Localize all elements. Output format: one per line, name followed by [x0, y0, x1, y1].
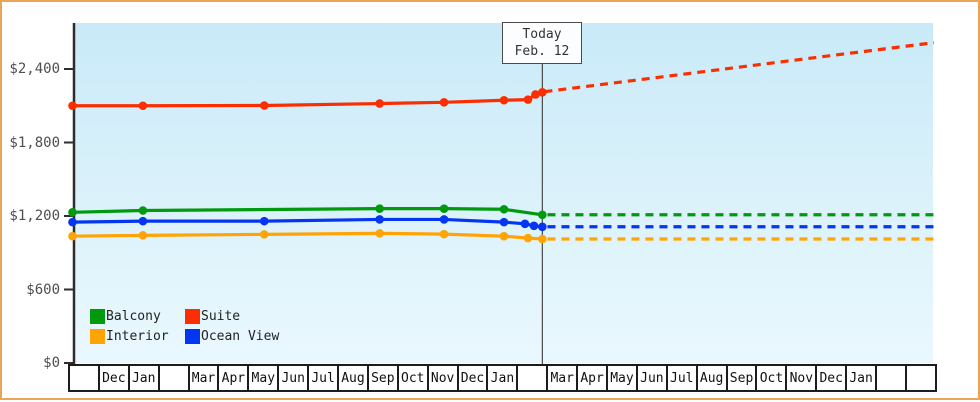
x-axis-month-cell-empty: [160, 366, 190, 390]
data-point-ocean-view: [138, 216, 148, 226]
data-point-ocean-view: [520, 219, 530, 229]
x-axis-month-cell-oct: Oct: [757, 366, 788, 390]
data-point-suite: [439, 98, 449, 107]
x-axis-month-cell-jan: Jan: [130, 366, 160, 390]
x-axis-month-cell-jan: Jan: [488, 366, 519, 390]
x-axis-month-cell-may: May: [608, 366, 638, 390]
x-axis-month-cell-oct: Oct: [399, 366, 429, 390]
x-axis-month-cell-aug: Aug: [339, 366, 369, 390]
x-axis-month-cell-empty: [907, 366, 935, 390]
data-point-suite: [138, 101, 148, 111]
today-marker-box: Today Feb. 12: [502, 22, 582, 64]
x-axis-month-cell-jan: Jan: [847, 366, 878, 390]
x-axis-month-cell-dec: Dec: [817, 366, 848, 390]
legend-item-suite: Suite: [185, 308, 279, 324]
data-point-ocean-view: [259, 216, 269, 226]
x-axis-month-cell-apr: Apr: [578, 366, 609, 390]
legend-swatch-icon: [90, 308, 105, 324]
x-axis-month-cell-apr: Apr: [219, 366, 250, 390]
x-axis-month-cell-empty: [518, 366, 549, 390]
y-axis-label: $1,200: [9, 208, 60, 224]
data-point-suite: [68, 101, 77, 111]
today-label: Today: [522, 27, 562, 42]
data-point-interior: [538, 234, 547, 244]
data-point-balcony: [68, 208, 77, 217]
x-axis-month-cell-aug: Aug: [698, 366, 728, 390]
x-axis-month-cell-nov: Nov: [787, 366, 818, 390]
data-point-ocean-view: [499, 217, 509, 227]
data-point-balcony: [138, 206, 148, 215]
data-point-interior: [259, 230, 269, 239]
legend-item-interior: Interior: [90, 328, 185, 344]
legend-item-ocean-view: Ocean View: [185, 328, 279, 344]
data-point-ocean-view: [439, 215, 449, 224]
legend-swatch-icon: [185, 328, 200, 344]
y-axis-label: $600: [26, 281, 60, 298]
data-point-suite: [538, 87, 547, 97]
x-axis-month-cell-dec: Dec: [459, 366, 489, 390]
data-point-balcony: [439, 204, 449, 213]
data-point-ocean-view: [68, 217, 77, 227]
legend-swatch-icon: [90, 328, 105, 344]
data-point-interior: [439, 229, 449, 239]
x-axis-month-cell-sep: Sep: [728, 366, 758, 390]
x-axis-month-cell-jul: Jul: [309, 366, 340, 390]
legend-label: Ocean View: [201, 328, 280, 344]
x-axis-month-cell-dec: Dec: [100, 366, 130, 390]
plot-area: [75, 23, 933, 363]
x-axis-month-cell-jun: Jun: [638, 366, 668, 390]
data-point-suite: [375, 99, 384, 108]
data-point-ocean-view: [375, 215, 384, 224]
data-point-suite: [499, 95, 509, 105]
data-point-interior: [138, 231, 148, 240]
data-point-balcony: [538, 210, 547, 220]
legend-label: Suite: [201, 308, 241, 324]
data-point-ocean-view: [538, 222, 547, 232]
data-point-suite: [531, 90, 540, 99]
y-axis-label: $1,800: [9, 134, 60, 151]
series-projection-suite: [544, 41, 935, 94]
data-point-balcony: [499, 204, 509, 214]
data-point-balcony: [375, 204, 384, 213]
data-point-interior: [68, 231, 77, 241]
y-axis: $0 $600 $1,200 $1,800 $2,400: [2, 2, 64, 402]
x-axis-month-cell-nov: Nov: [429, 366, 459, 390]
legend: Balcony Suite Interior Ocean View: [90, 308, 279, 344]
data-point-interior: [375, 229, 384, 238]
legend-item-balcony: Balcony: [90, 308, 185, 324]
data-point-interior: [523, 233, 533, 243]
today-date: Feb. 12: [514, 44, 570, 59]
legend-label: Interior: [106, 328, 169, 344]
x-axis-month-cell-empty: [70, 366, 100, 390]
x-axis-month-cell-jul: Jul: [668, 366, 698, 390]
x-axis-month-cell-mar: Mar: [190, 366, 220, 390]
x-axis-month-cell-mar: Mar: [548, 366, 579, 390]
x-axis-month-cell-jun: Jun: [279, 366, 310, 390]
x-axis-month-cell-empty: [877, 366, 907, 390]
x-axis-month-row: Dec Jan Mar Apr May Jun Jul Aug Sep Oct Nov Dec Jan M…: [68, 364, 937, 392]
x-axis-month-cell-may: May: [249, 366, 280, 390]
legend-swatch-icon: [185, 308, 200, 324]
data-point-suite: [259, 101, 269, 110]
y-axis-label: $0: [43, 355, 60, 371]
legend-label: Balcony: [106, 308, 161, 324]
data-point-interior: [499, 231, 509, 241]
data-point-suite: [523, 95, 533, 104]
series-line-balcony: [70, 207, 544, 217]
x-axis-month-cell-sep: Sep: [369, 366, 399, 390]
y-axis-label: $2,400: [9, 61, 60, 77]
data-point-ocean-view: [529, 221, 539, 231]
